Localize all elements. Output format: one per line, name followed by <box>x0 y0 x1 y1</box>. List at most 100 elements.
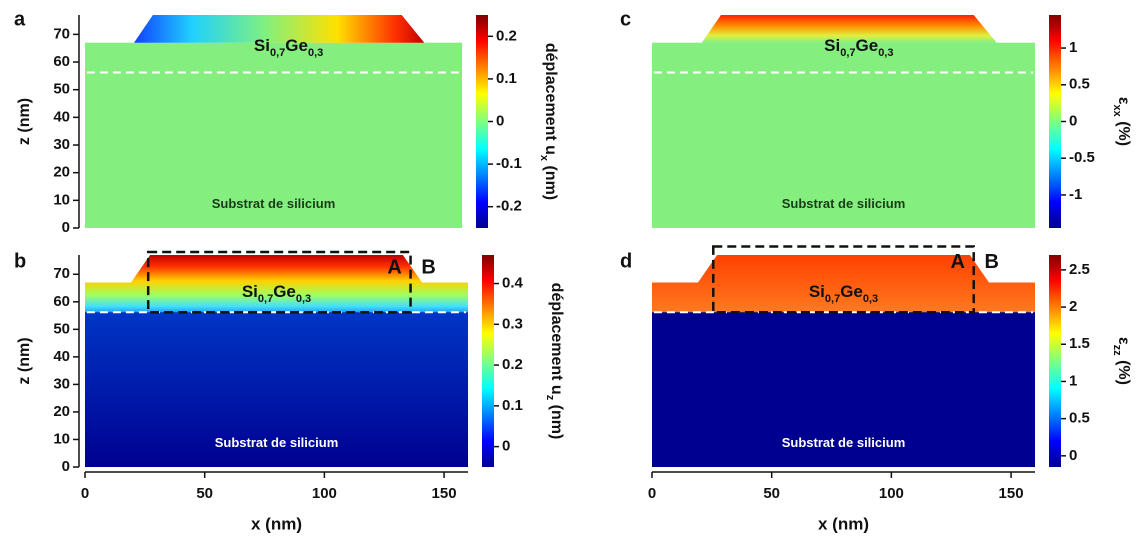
colorbar-tick-label: 2 <box>1069 298 1077 315</box>
material-label: Si0,7Ge0,3 <box>824 36 893 58</box>
colorbar-tick-label: 0.4 <box>502 275 524 292</box>
colorbar-tick-label: -0.5 <box>1069 149 1095 166</box>
material-label-part: Si <box>242 283 258 302</box>
material-label-part: Ge <box>856 36 879 55</box>
x-tick-label: 50 <box>196 485 213 502</box>
mesa <box>134 15 425 43</box>
material-label-part: Ge <box>840 283 863 302</box>
colorbar-label-part: (nm) <box>548 400 565 439</box>
y-tick-label: 50 <box>53 81 70 98</box>
y-tick-label: 0 <box>62 458 70 475</box>
colorbar <box>1049 15 1061 228</box>
x-tick-label: 0 <box>648 485 656 502</box>
x-tick-label: 100 <box>879 485 904 502</box>
colorbar-label-part: x <box>538 155 550 162</box>
colorbar-tick-label: 0.1 <box>502 397 523 414</box>
colorbar-label: εxx (%) <box>1111 97 1132 146</box>
film <box>85 255 468 313</box>
substrate-label: Substrat de silicium <box>215 435 339 450</box>
colorbar-tick-label: 0.2 <box>502 356 523 373</box>
colorbar-tick-label: 0.1 <box>496 70 517 87</box>
colorbar-tick-label: 0.5 <box>1069 410 1090 427</box>
colorbar-tick-label: 0.2 <box>496 27 517 44</box>
y-tick-label: 60 <box>53 293 70 310</box>
y-tick-label: 10 <box>53 191 70 208</box>
colorbar-label: εzz (%) <box>1111 337 1132 385</box>
colorbar-label-part: xx <box>1111 105 1123 118</box>
y-tick-label: 30 <box>53 375 70 392</box>
colorbar-label-part: déplacement u <box>542 43 559 155</box>
x-tick-label: 150 <box>999 485 1024 502</box>
substrate-label: Substrat de silicium <box>782 435 906 450</box>
y-tick-label: 70 <box>53 25 70 42</box>
substrate <box>652 42 1035 228</box>
colorbar-tick-label: 0 <box>502 438 510 455</box>
colorbar-tick-label: 0 <box>1069 112 1077 129</box>
substrate <box>85 42 462 228</box>
colorbar-label-part: (%) <box>1115 117 1132 146</box>
y-tick-label: 30 <box>53 136 70 153</box>
zone-box <box>712 245 975 314</box>
colorbar-tick-label: 0.5 <box>1069 76 1090 93</box>
y-tick-label: 70 <box>53 265 70 282</box>
y-tick-label: 20 <box>53 403 70 420</box>
colorbar-tick-label: 1 <box>1069 372 1077 389</box>
material-label-part: 0,7 <box>825 293 840 305</box>
x-tick-label: 50 <box>763 485 780 502</box>
substrate-label: Substrat de silicium <box>782 196 906 211</box>
mesa <box>701 15 997 43</box>
colorbar-label-part: z <box>544 395 556 401</box>
zone-label: B <box>421 256 435 278</box>
zone-label: A <box>387 256 401 278</box>
material-label-part: Ge <box>285 36 308 55</box>
material-label-part: 0,3 <box>863 293 878 305</box>
colorbar-label: déplacement uz (nm) <box>544 283 565 440</box>
x-tick-label: 0 <box>81 485 89 502</box>
panel-label: b <box>14 250 26 272</box>
material-label: Si0,7Ge0,3 <box>242 283 311 305</box>
colorbar-label: déplacement ux (nm) <box>538 43 559 200</box>
material-label-part: 0,7 <box>840 47 855 59</box>
y-tick-label: 60 <box>53 53 70 70</box>
colorbar <box>476 15 488 228</box>
material-label-part: 0,3 <box>296 293 311 305</box>
x-tick-label: 150 <box>432 485 457 502</box>
material-label-part: 0,7 <box>258 293 273 305</box>
colorbar-tick-label: -0.2 <box>496 198 522 215</box>
material-label-part: 0,3 <box>308 47 323 59</box>
zone-label: A <box>950 251 964 273</box>
colorbar-tick-label: 2.5 <box>1069 261 1090 278</box>
x-tick-label: 100 <box>312 485 337 502</box>
panel-label: d <box>620 250 632 272</box>
material-label-part: 0,3 <box>878 47 893 59</box>
colorbar-tick-label: 0 <box>496 112 504 129</box>
colorbar-tick-label: 1.5 <box>1069 335 1090 352</box>
colorbar-tick-label: 0 <box>1069 447 1077 464</box>
y-tick-label: 40 <box>53 348 70 365</box>
x-axis-label: x (nm) <box>251 514 302 533</box>
substrate-label: Substrat de silicium <box>212 196 336 211</box>
y-tick-label: 10 <box>53 430 70 447</box>
colorbar <box>1049 255 1061 467</box>
zone-label: B <box>984 251 998 273</box>
y-tick-label: 20 <box>53 164 70 181</box>
colorbar-label-part: zz <box>1111 345 1123 357</box>
material-label-part: Ge <box>273 283 296 302</box>
zone-box <box>146 250 412 314</box>
colorbar-tick-label: 0.3 <box>502 315 523 332</box>
panel-label: c <box>620 8 631 30</box>
colorbar-tick-label: -0.1 <box>496 155 522 172</box>
colorbar-tick-label: 1 <box>1069 39 1077 56</box>
colorbar-label-part: déplacement u <box>548 283 565 395</box>
film <box>652 255 1035 313</box>
colorbar <box>482 255 494 467</box>
material-label: Si0,7Ge0,3 <box>809 283 878 305</box>
colorbar-tick-label: -1 <box>1069 186 1082 203</box>
colorbar-label-part: (%) <box>1115 356 1132 385</box>
colorbar-label-part: ε <box>1115 337 1132 345</box>
material-label-part: 0,7 <box>270 47 285 59</box>
y-tick-label: 40 <box>53 108 70 125</box>
y-axis-label: z (nm) <box>16 337 33 384</box>
y-tick-label: 50 <box>53 320 70 337</box>
